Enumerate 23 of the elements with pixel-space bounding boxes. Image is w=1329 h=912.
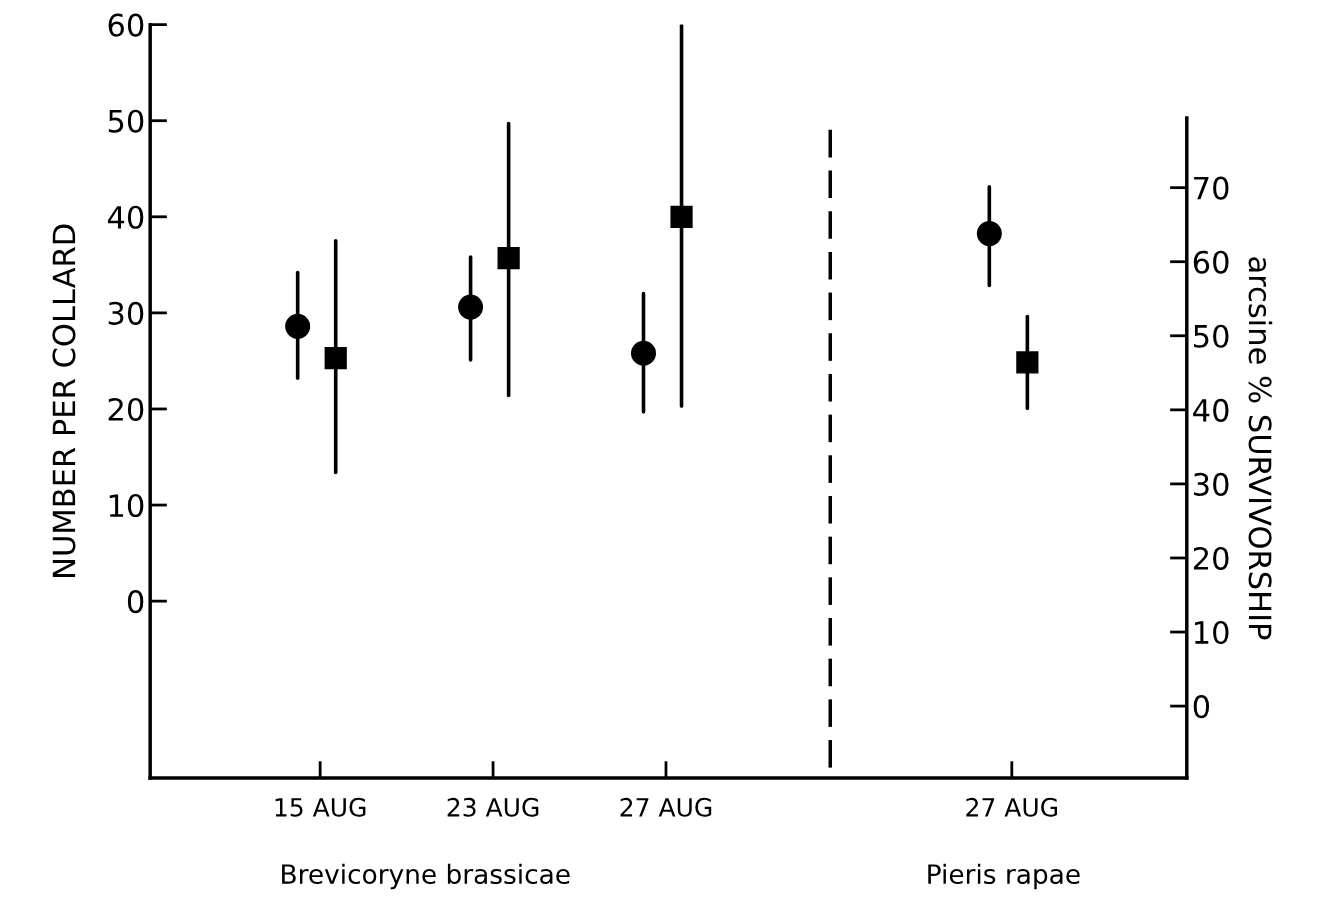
y2-tick-label: 0 — [1193, 695, 1210, 719]
y2-tick-label: 30 — [1193, 472, 1229, 496]
y-tick-label: 60 — [108, 13, 144, 37]
y-tick-label: 0 — [127, 590, 144, 614]
y2-tick-label: 10 — [1195, 620, 1229, 645]
y2-tick-label: 70 — [1194, 176, 1229, 200]
y2-tick-label: 40 — [1193, 398, 1229, 422]
x-tick-label: 23 AUG — [447, 797, 539, 817]
x-tick-label: 27 AUG — [620, 797, 712, 817]
y-tick-label: 50 — [108, 109, 144, 133]
y-tick-label: 10 — [109, 493, 144, 518]
text: Brevicoryne brassicae — [282, 863, 570, 890]
y2-tick-label: 60 — [1193, 250, 1229, 274]
x-tick-label: 15 AUG — [275, 797, 366, 817]
y2-tick-label: 50 — [1194, 324, 1229, 348]
y-tick-label: 30 — [108, 301, 144, 325]
y2-axis-title: arcsine % SURVIVORSHIP — [1248, 257, 1273, 640]
y2-tick-label: 20 — [1193, 546, 1229, 571]
x-tick-label: 27 AUG — [966, 797, 1058, 817]
y-tick-label: 40 — [107, 205, 144, 229]
y-axis-title: NUMBER PER COLLARD — [52, 224, 76, 577]
text: Pieris rapae — [928, 863, 1080, 890]
y-tick-label: 20 — [108, 397, 144, 422]
